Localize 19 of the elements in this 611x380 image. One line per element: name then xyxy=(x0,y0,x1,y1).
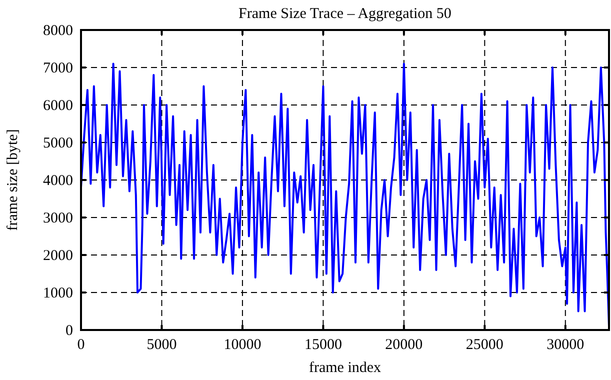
y-tick-label: 3000 xyxy=(43,210,73,226)
x-tick-label: 25000 xyxy=(466,337,504,353)
y-axis-title: frame size [byte] xyxy=(5,129,21,231)
y-tick-label: 6000 xyxy=(43,98,73,114)
y-tick-label: 1000 xyxy=(43,286,73,302)
x-tick-label: 20000 xyxy=(385,337,423,353)
x-tick-label: 30000 xyxy=(546,337,584,353)
x-axis-title: frame index xyxy=(308,360,382,376)
x-tick-label: 15000 xyxy=(304,337,342,353)
x-tick-label: 0 xyxy=(77,337,85,353)
x-tick-label: 10000 xyxy=(224,337,262,353)
y-tick-label: 2000 xyxy=(43,248,73,264)
y-tick-label: 0 xyxy=(66,323,73,339)
chart-title: Frame Size Trace – Aggregation 50 xyxy=(238,6,452,22)
y-tick-label: 7000 xyxy=(43,60,73,76)
y-tick-label: 8000 xyxy=(43,23,73,39)
y-tick-label: 5000 xyxy=(43,136,73,152)
x-tick-label: 5000 xyxy=(146,337,177,353)
y-tick-label: 4000 xyxy=(43,173,73,189)
